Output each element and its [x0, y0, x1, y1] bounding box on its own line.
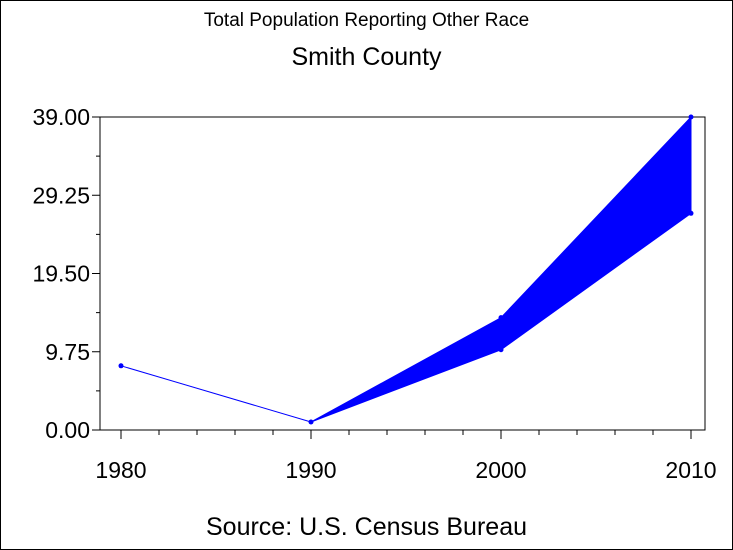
data-point-upper — [688, 114, 694, 120]
y-tick-label: 39.00 — [32, 104, 90, 130]
x-tick-label: 2000 — [475, 457, 526, 483]
data-point-upper — [498, 315, 504, 321]
x-tick-label: 2010 — [665, 457, 716, 483]
data-point-lower — [688, 210, 694, 216]
data-point-lower — [308, 419, 314, 425]
y-tick-label: 19.50 — [32, 261, 90, 287]
y-tick-label: 0.00 — [45, 417, 90, 443]
x-tick-label: 1990 — [285, 457, 336, 483]
x-axis: 1980 1990 2000 2010 — [95, 430, 717, 483]
data-point-lower — [498, 347, 504, 353]
range-band — [310, 115, 692, 423]
data-point-lower — [118, 363, 124, 369]
y-axis: 0.00 9.75 19.50 29.25 39.00 — [32, 104, 100, 443]
chart-title: Total Population Reporting Other Race — [203, 10, 530, 31]
chart-subtitle: Smith County — [291, 43, 442, 71]
series-line — [120, 365, 312, 423]
y-tick-label: 9.75 — [45, 339, 90, 365]
chart-marks — [118, 114, 694, 425]
chart-source: Source: U.S. Census Bureau — [206, 513, 527, 541]
y-tick-label: 29.25 — [32, 182, 90, 208]
x-tick-label: 1980 — [95, 457, 146, 483]
